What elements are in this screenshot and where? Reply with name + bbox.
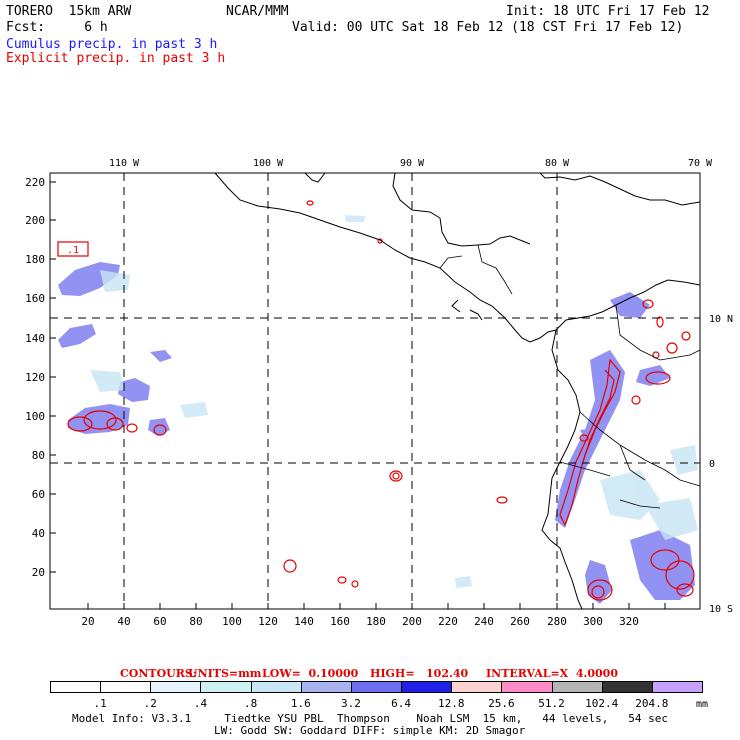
y-tick-label: 200 [25, 214, 45, 227]
lon-label-80w: 80 W [545, 158, 570, 169]
x-tick-label: 300 [583, 615, 603, 628]
legend-cumulus: Cumulus precip. in past 3 h [6, 37, 218, 52]
lat-label-10n: 10 N [709, 314, 733, 325]
y-tick-label: 80 [32, 449, 45, 462]
colorbar-level-label: 204.8 [635, 697, 669, 710]
map-frame [49, 172, 701, 610]
axis-ticks [50, 181, 666, 609]
x-tick-label: 160 [330, 615, 350, 628]
colorbar-level-label: 102.4 [585, 697, 619, 710]
legend-explicit: Explicit precip. in past 3 h [6, 51, 226, 66]
model-info-line2: LW: Godd SW: Goddard DIFF: simple KM: 2D… [214, 724, 526, 737]
lon-label-100w: 100 W [253, 158, 284, 169]
x-tick-label: 100 [222, 615, 242, 628]
y-tick-label: 40 [32, 527, 45, 540]
x-tick-label: 200 [402, 615, 422, 628]
colorbar-swatch [250, 681, 302, 693]
lat-label-10s: 10 S [709, 604, 733, 615]
colorbar-level-label: 1.6 [290, 697, 311, 710]
x-tick-label: 220 [438, 615, 458, 628]
x-tick-label: 80 [189, 615, 202, 628]
explicit-precip-contours [57, 200, 695, 601]
lon-label-110w: 110 W [109, 158, 140, 169]
colorbar-swatch [601, 681, 653, 693]
colorbar-swatch [100, 681, 152, 693]
colorbar-swatch [501, 681, 553, 693]
y-tick-label: 140 [25, 332, 45, 345]
country-borders [439, 244, 701, 509]
x-tick-label: 40 [117, 615, 130, 628]
colorbar-level-label: 51.2 [538, 697, 565, 710]
colorbar-level-label: 25.6 [488, 697, 515, 710]
colorbar-swatch [350, 681, 403, 693]
contours-low: LOW= 0.10000 [262, 667, 359, 680]
colorbar-swatch [50, 681, 102, 693]
x-tick-label: 20 [81, 615, 94, 628]
contours-interval: INTERVAL=X 4.0000 [486, 667, 618, 680]
latlon-grid [50, 173, 700, 609]
x-tick-label: 320 [619, 615, 639, 628]
x-tick-label: 280 [547, 615, 567, 628]
colorbar-level-label: 12.8 [437, 697, 465, 710]
y-tick-label: 120 [25, 371, 45, 384]
lon-label-70w: 70 W [688, 158, 713, 169]
colorbar-swatch [200, 681, 252, 693]
y-tick-label: 220 [25, 176, 45, 189]
colorbar-unit: mm [696, 699, 709, 710]
light-precip-shading [90, 215, 698, 588]
y-tick-label: 20 [32, 566, 45, 579]
x-tick-label: 180 [366, 615, 386, 628]
y-tick-label: 100 [25, 410, 45, 423]
colorbar-level-label: 3.2 [340, 697, 361, 710]
colorbar-level-label: .2 [143, 697, 157, 710]
model-info-line1: Model Info: V3.3.1 Tiedtke YSU PBL Thomp… [72, 712, 669, 725]
contours-high: HIGH= 102.40 [370, 667, 469, 680]
init-time: Init: 18 UTC Fri 17 Feb 12 [506, 4, 710, 19]
y-tick-label: 160 [25, 292, 45, 305]
model-title: TORERO 15km ARW [6, 4, 132, 19]
contour-value-label: .1 [67, 245, 79, 256]
colorbar-swatch [300, 681, 352, 693]
x-tick-label: 140 [294, 615, 314, 628]
colorbar-swatch [401, 681, 453, 693]
colorbar-level-label: 6.4 [391, 697, 411, 710]
colorbar-level-label: .4 [193, 697, 208, 710]
colorbar-swatch [150, 681, 202, 693]
colorbar-swatch [451, 681, 503, 693]
colorbar-swatch [651, 681, 703, 693]
org-label: NCAR/MMM [226, 4, 289, 19]
colorbar-level-label: .8 [243, 697, 258, 710]
y-tick-label: 60 [32, 488, 45, 501]
contours-units: UNITS=mm [188, 667, 262, 680]
colorbar-level-label: .1 [93, 697, 107, 710]
y-tick-label: 180 [25, 253, 45, 266]
lon-label-90w: 90 W [400, 158, 425, 169]
x-tick-label: 260 [510, 615, 530, 628]
x-tick-label: 120 [258, 615, 278, 628]
x-tick-label: 60 [153, 615, 166, 628]
forecast-hour: Fcst: 6 h [6, 20, 108, 35]
x-tick-label: 240 [474, 615, 494, 628]
lat-label-0: 0 [709, 459, 715, 470]
contours-title: CONTOURS: [120, 667, 197, 680]
valid-time: Valid: 00 UTC Sat 18 Feb 12 (18 CST Fri … [292, 20, 684, 35]
colorbar-swatch [551, 681, 603, 693]
